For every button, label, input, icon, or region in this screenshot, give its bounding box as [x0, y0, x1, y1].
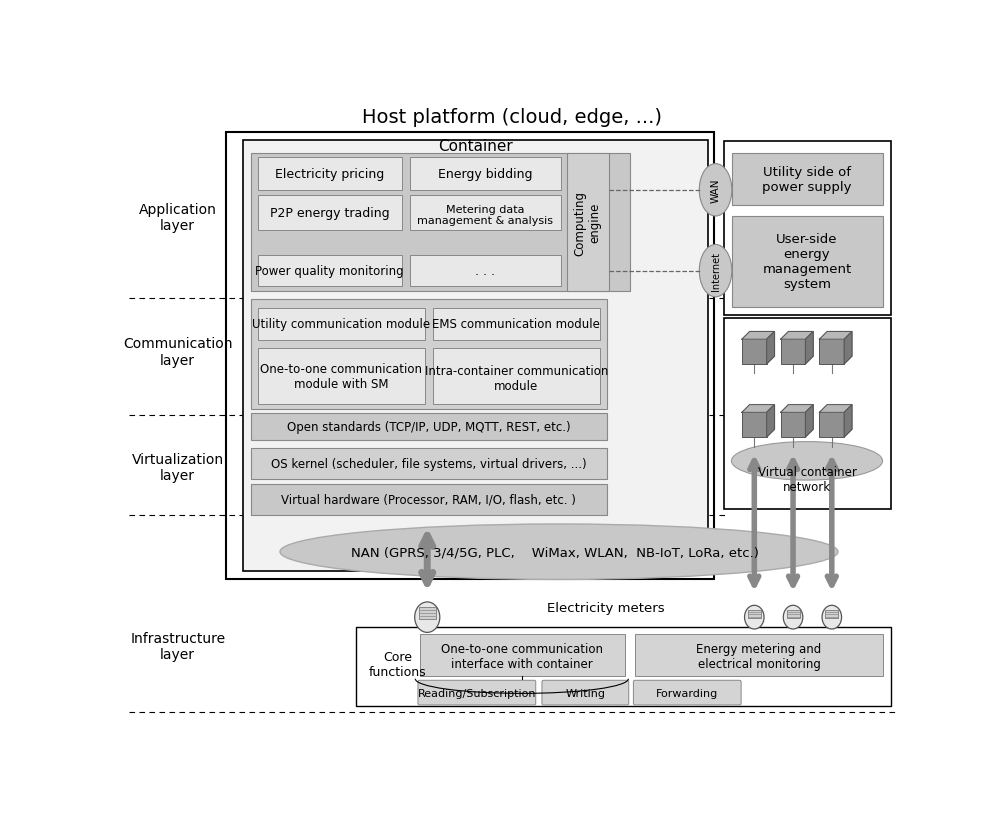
Text: Intra-container communication
module: Intra-container communication module: [425, 365, 608, 393]
FancyBboxPatch shape: [633, 681, 741, 705]
Text: Electricity meters: Electricity meters: [547, 601, 664, 614]
Ellipse shape: [745, 605, 764, 629]
Polygon shape: [805, 332, 813, 364]
Bar: [567, 154, 609, 292]
Ellipse shape: [280, 524, 838, 580]
Bar: [258, 256, 402, 287]
Text: Host platform (cloud, edge, ...): Host platform (cloud, edge, ...): [362, 108, 662, 127]
Text: OS kernel (scheduler, file systems, virtual drivers, ...): OS kernel (scheduler, file systems, virt…: [271, 457, 587, 470]
Bar: [410, 158, 561, 191]
Text: Container: Container: [438, 138, 513, 153]
Ellipse shape: [731, 442, 883, 481]
Polygon shape: [781, 405, 813, 413]
Bar: [724, 319, 891, 509]
Text: Power quality monitoring: Power quality monitoring: [255, 265, 404, 278]
Text: Communication
layer: Communication layer: [123, 337, 232, 367]
Bar: [742, 413, 767, 437]
Bar: [724, 143, 891, 315]
Text: NAN (GPRS, 3/4/5G, PLC,    WiMax, WLAN,  NB-IoT, LoRa, etc.): NAN (GPRS, 3/4/5G, PLC, WiMax, WLAN, NB-…: [351, 545, 759, 559]
Polygon shape: [742, 405, 774, 413]
Text: Electricity pricing: Electricity pricing: [275, 168, 384, 181]
Text: Virtualization
layer: Virtualization layer: [132, 452, 224, 482]
Bar: [420, 634, 625, 676]
Bar: [251, 414, 607, 441]
Polygon shape: [767, 405, 774, 437]
Bar: [243, 141, 708, 572]
Bar: [742, 340, 767, 364]
Text: Virtual hardware (Processor, RAM, I/O, flash, etc. ): Virtual hardware (Processor, RAM, I/O, f…: [281, 493, 576, 506]
Text: User-side
energy
management
system: User-side energy management system: [762, 233, 852, 291]
Text: Computing
engine: Computing engine: [574, 190, 602, 256]
Text: . . .: . . .: [475, 265, 495, 278]
Bar: [819, 413, 844, 437]
Polygon shape: [844, 332, 852, 364]
Ellipse shape: [699, 165, 732, 217]
Bar: [819, 340, 844, 364]
Text: Reading/Subscription: Reading/Subscription: [418, 688, 536, 698]
Ellipse shape: [415, 602, 440, 632]
Bar: [732, 154, 883, 206]
Bar: [787, 610, 800, 618]
Polygon shape: [767, 332, 774, 364]
Bar: [258, 158, 402, 191]
Text: One-to-one communication
interface with container: One-to-one communication interface with …: [441, 642, 603, 670]
Bar: [635, 634, 883, 676]
Text: Core
functions: Core functions: [369, 650, 427, 678]
Ellipse shape: [783, 605, 803, 629]
Ellipse shape: [822, 605, 842, 629]
Bar: [251, 448, 607, 479]
Text: Utility side of
power supply: Utility side of power supply: [762, 165, 852, 194]
Text: Utility communication module: Utility communication module: [252, 318, 430, 331]
Text: EMS communication module: EMS communication module: [432, 318, 600, 331]
Bar: [258, 196, 402, 231]
Text: Forwarding: Forwarding: [656, 688, 718, 698]
Polygon shape: [805, 405, 813, 437]
Text: Application
layer: Application layer: [139, 202, 217, 233]
Text: WAN: WAN: [711, 179, 721, 203]
Text: Internet: Internet: [711, 251, 721, 291]
Bar: [251, 154, 630, 292]
Bar: [419, 608, 436, 619]
Bar: [781, 413, 805, 437]
FancyBboxPatch shape: [542, 681, 629, 705]
FancyBboxPatch shape: [418, 681, 536, 705]
Text: Virtual container
network: Virtual container network: [758, 465, 856, 493]
Polygon shape: [819, 332, 852, 340]
Text: One-to-one communication
module with SM: One-to-one communication module with SM: [260, 363, 422, 391]
Text: Infrastructure
layer: Infrastructure layer: [130, 631, 225, 661]
Bar: [748, 610, 761, 618]
Bar: [732, 217, 883, 307]
Bar: [226, 133, 714, 579]
Polygon shape: [844, 405, 852, 437]
Ellipse shape: [699, 245, 732, 297]
Text: Metering data
management & analysis: Metering data management & analysis: [417, 205, 553, 226]
Text: Energy metering and
electrical monitoring: Energy metering and electrical monitorin…: [696, 642, 822, 670]
Text: Open standards (TCP/IP, UDP, MQTT, REST, etc.): Open standards (TCP/IP, UDP, MQTT, REST,…: [287, 421, 571, 434]
Bar: [410, 196, 561, 231]
Polygon shape: [819, 405, 852, 413]
Polygon shape: [781, 332, 813, 340]
Text: Energy bidding: Energy bidding: [438, 168, 533, 181]
Bar: [433, 349, 600, 405]
Bar: [251, 300, 607, 410]
Bar: [251, 484, 607, 515]
Bar: [258, 308, 425, 341]
Text: Writing: Writing: [565, 688, 605, 698]
Bar: [433, 308, 600, 341]
Polygon shape: [742, 332, 774, 340]
Text: P2P energy trading: P2P energy trading: [270, 207, 389, 220]
Bar: [356, 627, 891, 706]
Bar: [825, 610, 838, 618]
Bar: [258, 349, 425, 405]
Bar: [781, 340, 805, 364]
Bar: [410, 256, 561, 287]
